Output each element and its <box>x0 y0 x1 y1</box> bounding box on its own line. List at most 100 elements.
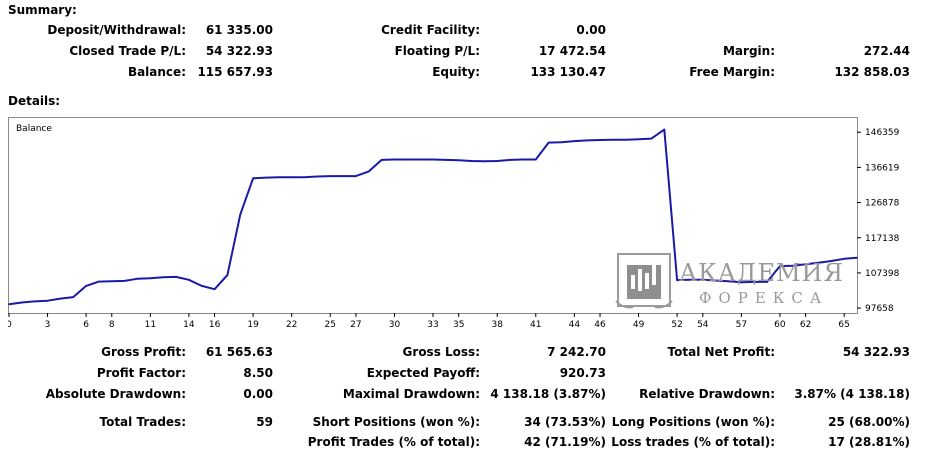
short-positions-value: 34 (73.53%) <box>524 415 606 429</box>
balance-point <box>342 175 344 177</box>
y-tick-label: 107398 <box>865 269 900 279</box>
equity-value: 133 130.47 <box>530 65 606 79</box>
balance-point <box>509 159 511 161</box>
balance-point <box>278 176 280 178</box>
x-tick-label: 11 <box>145 320 156 330</box>
x-tick-label: 6 <box>83 320 89 330</box>
long-positions-label: Long Positions (won %): <box>612 415 775 429</box>
y-tick-label: 97658 <box>865 304 894 314</box>
balance-point <box>355 175 357 177</box>
profit-trades-value: 42 (71.19%) <box>524 435 606 449</box>
total-net-profit-label: Total Net Profit: <box>668 345 775 359</box>
balance-point <box>291 176 293 178</box>
x-tick-label: 44 <box>569 320 581 330</box>
balance-point <box>124 280 126 282</box>
balance-point <box>60 298 62 300</box>
margin-label: Margin: <box>723 44 775 58</box>
relative-drawdown-value: 3.87% (4 138.18) <box>794 387 910 401</box>
x-tick-label: 57 <box>736 320 747 330</box>
balance-point <box>137 278 139 280</box>
balance-point <box>175 276 177 278</box>
balance-point <box>111 280 113 282</box>
equity-label: Equity: <box>432 65 480 79</box>
balance-point <box>304 176 306 178</box>
academy-forex-watermark: АКАДЕМИЯ ФОРЕКСА <box>613 251 863 313</box>
x-tick-label: 60 <box>774 320 786 330</box>
balance-point <box>329 175 331 177</box>
gross-loss-label: Gross Loss: <box>403 345 480 359</box>
gross-profit-label: Gross Profit: <box>101 345 186 359</box>
balance-point <box>72 296 74 298</box>
balance-point <box>21 302 23 304</box>
x-tick-label: 16 <box>209 320 221 330</box>
balance-point <box>419 159 421 161</box>
y-tick-label: 146359 <box>865 128 900 138</box>
gross-loss-value: 7 242.70 <box>547 345 606 359</box>
y-axis: 14635913661912687811713810739897658 <box>857 128 900 314</box>
floating-pl-label: Floating P/L: <box>395 44 480 58</box>
x-tick-label: 35 <box>453 320 464 330</box>
x-tick-label: 0 <box>8 320 12 330</box>
balance-label: Balance: <box>128 65 186 79</box>
closed-pl-value: 54 322.93 <box>206 44 273 58</box>
watermark-line1: АКАДЕМИЯ <box>679 259 844 287</box>
x-tick-label: 25 <box>324 320 335 330</box>
summary-heading: Summary: <box>8 3 77 17</box>
long-positions-value: 25 (68.00%) <box>828 415 910 429</box>
x-tick-label: 65 <box>838 320 849 330</box>
balance-point <box>432 159 434 161</box>
balance-point <box>98 281 100 283</box>
balance-point <box>471 160 473 162</box>
balance-point <box>162 276 164 278</box>
profit-factor-value: 8.50 <box>243 366 273 380</box>
balance-point <box>445 159 447 161</box>
balance-point <box>561 141 563 143</box>
x-tick-label: 52 <box>671 320 682 330</box>
credit-label: Credit Facility: <box>381 23 480 37</box>
credit-value: 0.00 <box>576 23 606 37</box>
x-tick-label: 62 <box>800 320 811 330</box>
x-tick-label: 49 <box>633 320 645 330</box>
balance-point <box>625 139 627 141</box>
x-tick-label: 19 <box>247 320 259 330</box>
balance-point <box>265 177 267 179</box>
balance-point <box>599 139 601 141</box>
balance-point <box>368 171 370 173</box>
x-tick-label: 33 <box>427 320 438 330</box>
loss-trades-label: Loss trades (% of total): <box>611 435 775 449</box>
x-tick-label: 3 <box>45 320 51 330</box>
x-axis: 0 3 6 8 11 14 16 19 22 25 27 30 33 35 38 41 44 46 49 52 54 57… <box>8 313 850 330</box>
x-tick-label: 8 <box>109 320 115 330</box>
profit-factor-label: Profit Factor: <box>97 366 186 380</box>
chart-title: Balance <box>16 124 52 134</box>
closed-pl-label: Closed Trade P/L: <box>69 44 186 58</box>
free-margin-label: Free Margin: <box>689 65 775 79</box>
x-tick-label: 46 <box>594 320 606 330</box>
margin-value: 272.44 <box>864 44 910 58</box>
balance-point <box>484 161 486 163</box>
x-tick-label: 54 <box>697 320 709 330</box>
balance-point <box>651 138 653 140</box>
loss-trades-value: 17 (28.81%) <box>828 435 910 449</box>
total-trades-value: 59 <box>256 415 273 429</box>
balance-point <box>407 159 409 161</box>
absolute-drawdown-value: 0.00 <box>243 387 273 401</box>
balance-point <box>150 278 152 280</box>
x-tick-label: 22 <box>286 320 297 330</box>
total-net-profit-value: 54 322.93 <box>843 345 910 359</box>
deposit-value: 61 335.00 <box>206 23 273 37</box>
y-tick-label: 136619 <box>865 163 900 173</box>
relative-drawdown-label: Relative Drawdown: <box>639 387 775 401</box>
details-heading: Details: <box>8 94 60 108</box>
free-margin-value: 132 858.03 <box>834 65 910 79</box>
balance-point <box>201 285 203 287</box>
balance-point <box>85 285 87 287</box>
balance-point <box>47 300 49 302</box>
balance-point <box>214 288 216 290</box>
balance-point <box>586 140 588 142</box>
y-tick-label: 126878 <box>865 199 900 209</box>
x-tick-label: 38 <box>492 320 504 330</box>
balance-point <box>458 159 460 161</box>
balance-point <box>394 159 396 161</box>
short-positions-label: Short Positions (won %): <box>313 415 480 429</box>
